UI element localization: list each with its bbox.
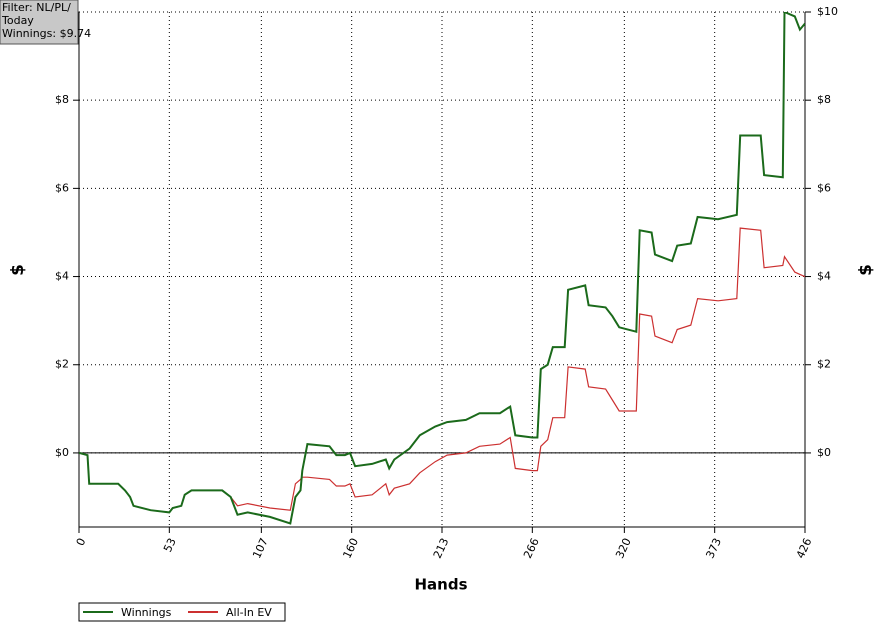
x-tick-label: 266 (521, 536, 542, 561)
x-axis-label: Hands (414, 576, 467, 594)
legend-label: All-In EV (226, 606, 272, 619)
y2-tick-label: $6 (817, 181, 831, 194)
series-line (79, 12, 805, 525)
y-tick-label: $4 (55, 270, 69, 283)
x-tick-label: 320 (613, 536, 634, 561)
y2-tick-label: $2 (817, 358, 831, 371)
y-tick-label: $6 (55, 181, 69, 194)
x-tick-label: 373 (703, 536, 724, 561)
legend-box (78, 602, 286, 622)
y-tick-label: $0 (55, 446, 69, 459)
y2-tick-label: $0 (817, 446, 831, 459)
y2-axis-label: $ (856, 264, 876, 276)
y2-tick-label: $10 (817, 5, 838, 18)
x-tick-label: 426 (794, 536, 815, 561)
x-tick-label: 0 (74, 536, 89, 548)
legend-label: Winnings (121, 606, 172, 619)
y2-tick-label: $4 (817, 270, 831, 283)
filter-text: Winnings: $9.74 (2, 27, 91, 40)
y2-tick-label: $8 (817, 93, 831, 106)
filter-box-bg (0, 0, 79, 45)
x-tick-label: 107 (250, 536, 271, 561)
x-tick-label: 160 (340, 536, 361, 561)
y-tick-label: $2 (55, 358, 69, 371)
x-tick-label: 213 (431, 536, 452, 561)
filter-text: Today (1, 14, 34, 27)
filter-text: Filter: NL/PL/ (2, 1, 71, 14)
series-line (79, 227, 805, 514)
x-tick-label: 53 (161, 536, 179, 554)
y-axis-label: $ (8, 264, 28, 276)
plot-area (73, 11, 811, 533)
legend: Winnings All-In EV (78, 602, 286, 622)
y-tick-label: $8 (55, 93, 69, 106)
